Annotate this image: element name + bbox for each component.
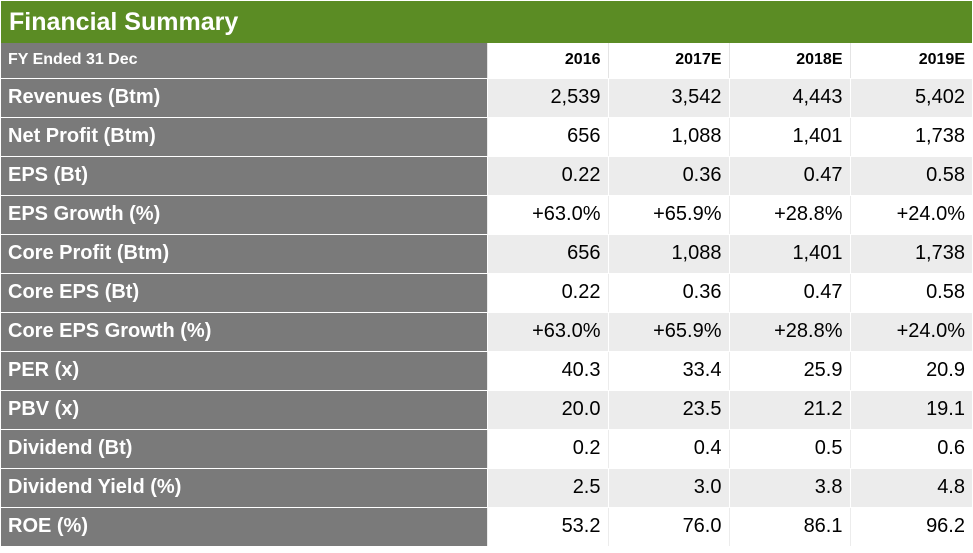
row-value: 1,088: [607, 117, 729, 157]
row-value: 1,401: [728, 117, 850, 157]
row-value: 656: [486, 117, 608, 157]
row-value: 20.0: [486, 390, 608, 430]
row-value: +28.8%: [728, 195, 850, 235]
row-value: 25.9: [728, 351, 850, 391]
row-value: 1,401: [728, 234, 850, 274]
row-value: 4.8: [849, 468, 972, 508]
header-row: FY Ended 31 Dec 2016 2017E 2018E 2019E: [1, 43, 972, 79]
row-value: 23.5: [607, 390, 729, 430]
row-value: 0.5: [728, 429, 850, 469]
row-value: 96.2: [849, 507, 972, 547]
row-value: 21.2: [728, 390, 850, 430]
row-value: 0.6: [849, 429, 972, 469]
row-value: 53.2: [486, 507, 608, 547]
row-value: +65.9%: [607, 195, 729, 235]
row-value: +28.8%: [728, 312, 850, 352]
row-value: 4,443: [728, 78, 850, 118]
row-value: 0.4: [607, 429, 729, 469]
row-label: Dividend (Bt): [1, 429, 487, 469]
year-2017e: 2017E: [607, 43, 729, 79]
table-row: Core EPS (Bt) 0.22 0.36 0.47 0.58: [1, 273, 972, 313]
row-value: +24.0%: [849, 312, 972, 352]
row-value: 3.8: [728, 468, 850, 508]
row-label: Dividend Yield (%): [1, 468, 487, 508]
summary-body: FY Ended 31 Dec 2016 2017E 2018E 2019E R…: [1, 43, 972, 547]
row-value: +24.0%: [849, 195, 972, 235]
row-value: 0.47: [728, 156, 850, 196]
year-2016: 2016: [486, 43, 608, 79]
table-row: ROE (%) 53.2 76.0 86.1 96.2: [1, 507, 972, 547]
table-row: EPS Growth (%) +63.0% +65.9% +28.8% +24.0%: [1, 195, 972, 235]
row-value: 3,542: [607, 78, 729, 118]
table-row: EPS (Bt) 0.22 0.36 0.47 0.58: [1, 156, 972, 196]
table-row: PBV (x) 20.0 23.5 21.2 19.1: [1, 390, 972, 430]
row-value: 86.1: [728, 507, 850, 547]
row-value: +63.0%: [486, 312, 608, 352]
row-value: 1,738: [849, 234, 972, 274]
table-row: Dividend (Bt) 0.2 0.4 0.5 0.6: [1, 429, 972, 469]
row-value: 0.36: [607, 156, 729, 196]
row-value: 1,088: [607, 234, 729, 274]
table-row: Dividend Yield (%) 2.5 3.0 3.8 4.8: [1, 468, 972, 508]
row-value: 33.4: [607, 351, 729, 391]
table-row: Core Profit (Btm) 656 1,088 1,401 1,738: [1, 234, 972, 274]
row-value: 1,738: [849, 117, 972, 157]
row-value: 0.36: [607, 273, 729, 313]
row-value: 19.1: [849, 390, 972, 430]
row-value: 0.47: [728, 273, 850, 313]
table-row: Core EPS Growth (%) +63.0% +65.9% +28.8% +24…: [1, 312, 972, 352]
table-row: PER (x) 40.3 33.4 25.9 20.9: [1, 351, 972, 391]
row-label: ROE (%): [1, 507, 487, 547]
row-value: 0.58: [849, 156, 972, 196]
table-row: Net Profit (Btm) 656 1,088 1,401 1,738: [1, 117, 972, 157]
row-value: 656: [486, 234, 608, 274]
row-value: 0.22: [486, 273, 608, 313]
table-title: Financial Summary: [1, 1, 972, 43]
row-label: Core Profit (Btm): [1, 234, 487, 274]
row-label: PER (x): [1, 351, 487, 391]
table-row: Revenues (Btm) 2,539 3,542 4,443 5,402: [1, 78, 972, 118]
row-label: PBV (x): [1, 390, 487, 430]
row-label: EPS (Bt): [1, 156, 487, 196]
row-value: 40.3: [486, 351, 608, 391]
row-label: Core EPS (Bt): [1, 273, 487, 313]
row-value: +63.0%: [486, 195, 608, 235]
row-value: 76.0: [607, 507, 729, 547]
year-2019e: 2019E: [849, 43, 972, 79]
summary-grid: FY Ended 31 Dec 2016 2017E 2018E 2019E R…: [1, 43, 972, 547]
row-value: 2,539: [486, 78, 608, 118]
row-value: 0.2: [486, 429, 608, 469]
row-value: 0.22: [486, 156, 608, 196]
row-label: Core EPS Growth (%): [1, 312, 487, 352]
row-value: 3.0: [607, 468, 729, 508]
row-value: 2.5: [486, 468, 608, 508]
row-label: EPS Growth (%): [1, 195, 487, 235]
row-label: Net Profit (Btm): [1, 117, 487, 157]
row-value: 20.9: [849, 351, 972, 391]
row-value: 0.58: [849, 273, 972, 313]
row-value: +65.9%: [607, 312, 729, 352]
row-label: Revenues (Btm): [1, 78, 487, 118]
header-label: FY Ended 31 Dec: [1, 43, 487, 79]
year-2018e: 2018E: [728, 43, 850, 79]
row-value: 5,402: [849, 78, 972, 118]
